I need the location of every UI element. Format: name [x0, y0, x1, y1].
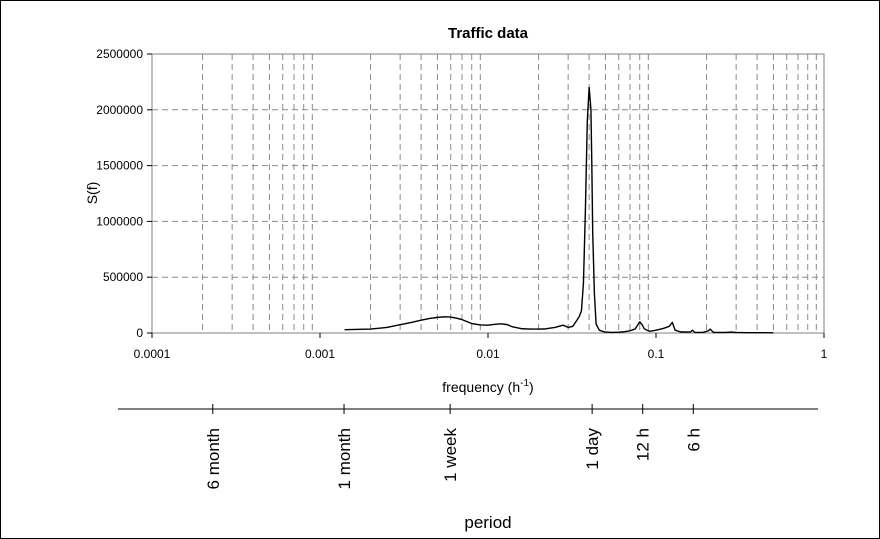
- period-tick-label: 6 h: [684, 428, 703, 452]
- y-tick-label: 2000000: [96, 103, 143, 117]
- chart-title: Traffic data: [448, 25, 529, 42]
- grid-lines: [152, 54, 824, 333]
- x-tick-label: 0.0001: [134, 347, 171, 361]
- y-tick-label: 500000: [103, 270, 143, 284]
- x-axis-label-close: ): [529, 379, 534, 395]
- y-tick-label: 0: [136, 326, 143, 340]
- y-tick-label: 1500000: [96, 159, 143, 173]
- x-axis-label: frequency (h-1): [442, 378, 533, 395]
- x-axis-label-superscript: -1: [520, 378, 529, 389]
- y-axis: 0 500000 1000000 1500000 2000000 2500000: [96, 47, 152, 340]
- period-tick-label: 1 week: [441, 428, 460, 482]
- period-tick-label: 6 month: [204, 428, 223, 489]
- y-axis-label: S(f): [84, 182, 100, 205]
- period-axis-label: period: [464, 513, 511, 532]
- period-tick-label: 1 month: [335, 428, 354, 489]
- period-axis: 6 month 1 month 1 week 1 day 12 h 6 h: [204, 404, 703, 489]
- x-tick-label: 0.001: [305, 347, 335, 361]
- y-tick-label: 1000000: [96, 214, 143, 228]
- x-axis: 0.0001 0.001 0.01 0.1 1: [134, 333, 828, 361]
- y-tick-label: 2500000: [96, 47, 143, 61]
- x-tick-label: 1: [821, 347, 828, 361]
- plot-area: [151, 53, 825, 334]
- series-group: [344, 86, 774, 334]
- period-tick-label: 12 h: [634, 428, 653, 461]
- x-tick-label: 0.01: [476, 347, 500, 361]
- x-tick-label: 0.1: [648, 347, 665, 361]
- series-line-0: [344, 86, 774, 334]
- period-tick-label: 1 day: [583, 428, 602, 470]
- x-axis-label-main: frequency (h: [442, 379, 520, 395]
